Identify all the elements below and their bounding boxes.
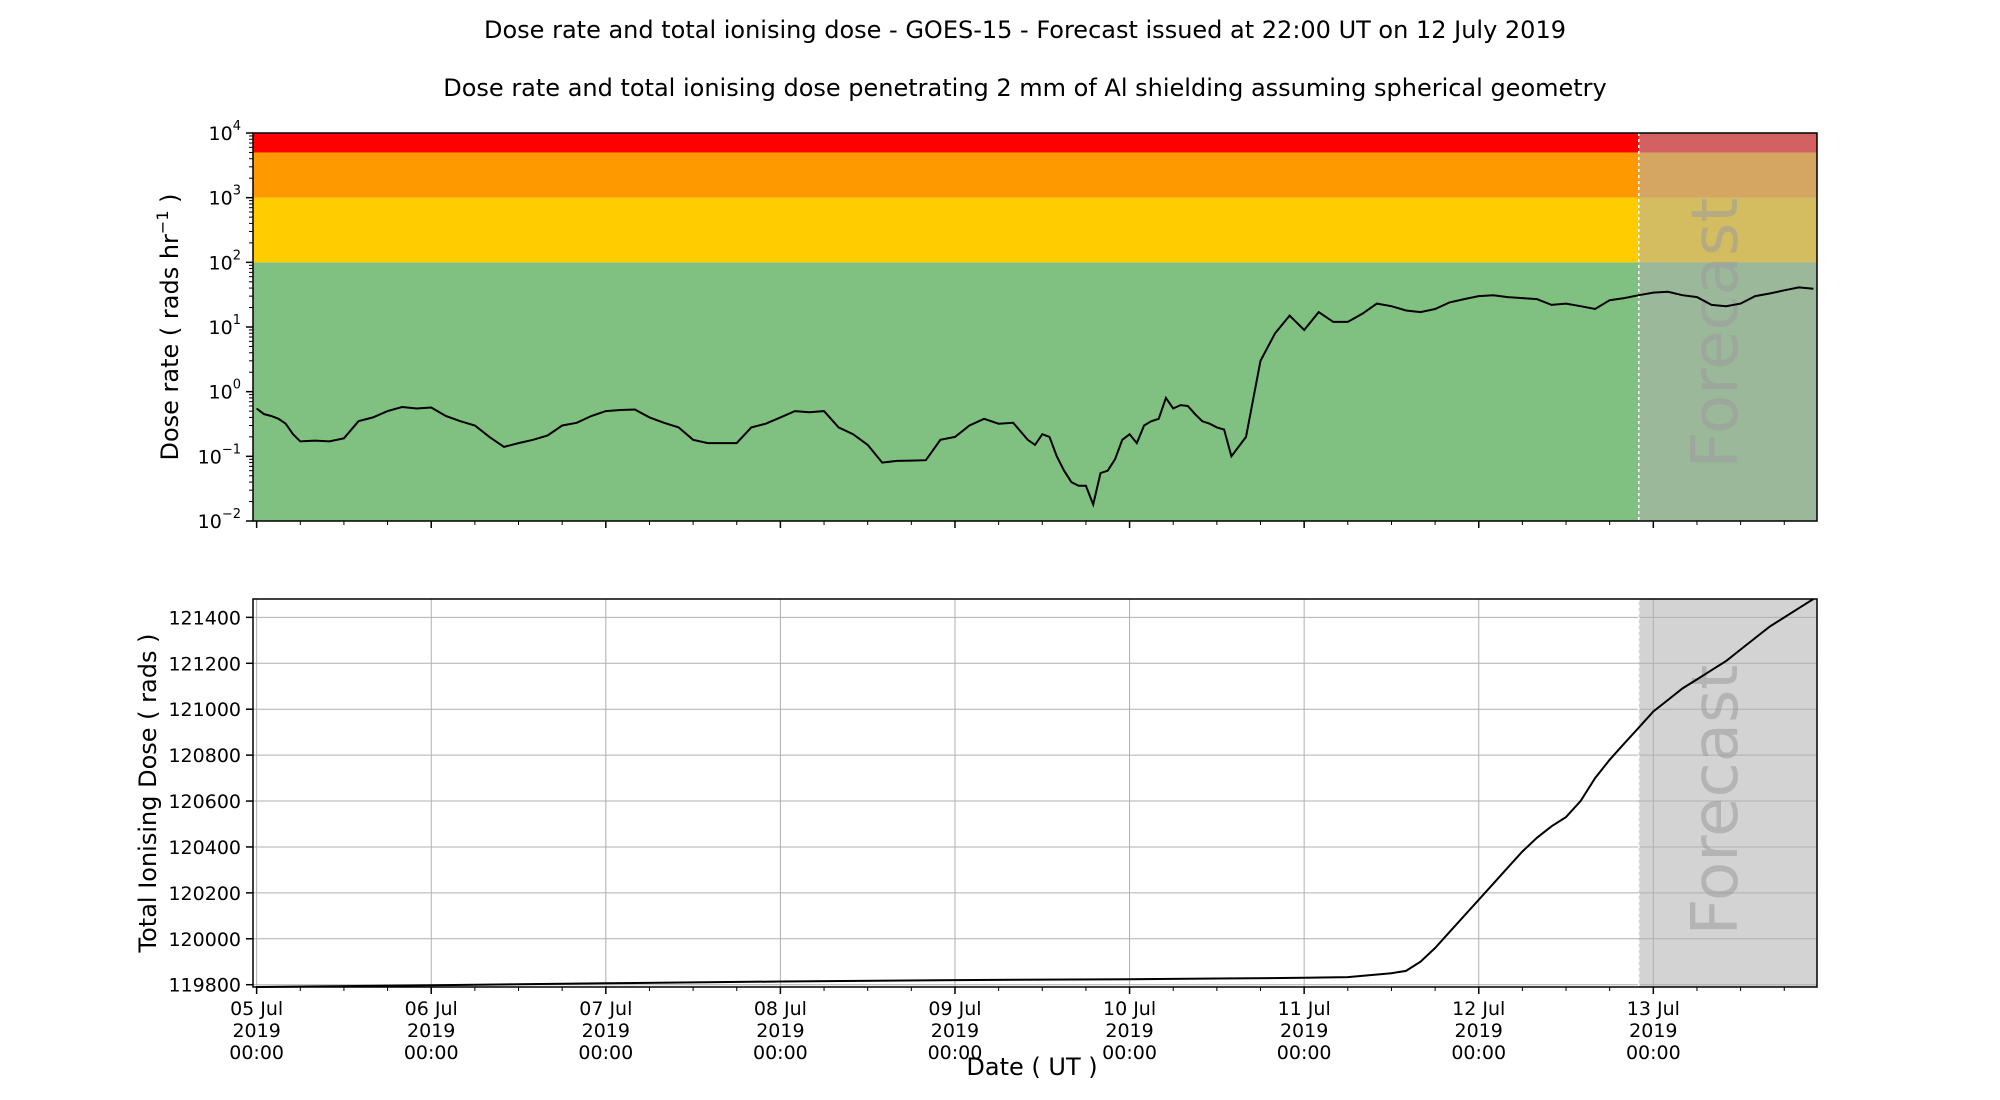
- dose-rate-band-1: [253, 197, 1817, 263]
- total-dose-forecast-label: Forecast: [1679, 665, 1753, 936]
- dose-rate-x-ticks: [255, 521, 1785, 528]
- dose-rate-forecast-region: [1638, 133, 1817, 521]
- dose-rate-y-tick-label-3: 101: [209, 313, 241, 339]
- total-dose-y-tick-label-3: 120400: [168, 837, 241, 859]
- total-dose-x-ticks: 05 Jul 2019 00:00 06 Jul 2019 00:00 07 Jul 2019…: [229, 987, 1785, 1064]
- dose-rate-panel: Forecast 10−2 10−1 100 101 102 103 104 Dose ra…: [153, 119, 1818, 533]
- total-dose-y-tick-label-2: 120200: [168, 883, 241, 905]
- dose-rate-y-tick-label-0: 10−2: [198, 507, 241, 533]
- dose-rate-y-tick-label-2: 100: [209, 378, 241, 404]
- total-dose-axes-frame: [252, 598, 1818, 988]
- dose-rate-series-line: [255, 286, 1814, 508]
- figure-title: Dose rate and total ionising dose - GOES…: [484, 16, 1566, 44]
- x-tick-label-6: 11 Jul 2019 00:00: [1277, 998, 1332, 1064]
- dose-rate-forecast-label: Forecast: [1679, 198, 1753, 469]
- total-dose-y-tick-label-7: 121200: [168, 653, 241, 675]
- x-tick-label-0: 05 Jul 2019 00:00: [229, 998, 284, 1064]
- total-dose-grid: [253, 599, 1817, 987]
- x-tick-label-4: 09 Jul 2019 00:00: [928, 998, 983, 1064]
- dose-rate-band-3: [253, 133, 1817, 153]
- dose-rate-axes-frame: [252, 132, 1818, 522]
- total-dose-y-tick-label-0: 119800: [168, 975, 241, 997]
- x-axis-label: Date ( UT ): [966, 1053, 1097, 1081]
- dose-rate-y-tick-label-1: 10−1: [198, 442, 241, 468]
- total-dose-y-axis-label: Total Ionising Dose ( rads ): [134, 634, 162, 954]
- x-tick-label-1: 06 Jul 2019 00:00: [404, 998, 459, 1064]
- x-tick-label-3: 08 Jul 2019 00:00: [753, 998, 808, 1064]
- dose-rate-y-tick-label-6: 104: [209, 119, 241, 145]
- total-dose-y-ticks: 119800 120000 120200 120400 120600 120800 1210…: [168, 607, 253, 997]
- total-dose-y-tick-label-8: 121400: [168, 607, 241, 629]
- total-dose-y-tick-label-5: 120800: [168, 745, 241, 767]
- total-dose-y-tick-label-1: 120000: [168, 929, 241, 951]
- dose-rate-y-axis-label: Dose rate ( rads hr−1 ): [153, 193, 184, 460]
- dose-rate-y-tick-label-4: 102: [209, 248, 241, 274]
- dose-rate-band-0: [253, 262, 1817, 521]
- total-dose-series-line: [256, 598, 1814, 988]
- dose-rate-bands: [253, 133, 1817, 521]
- dose-rate-y-ticks: 10−2 10−1 100 101 102 103 104: [198, 119, 253, 533]
- x-tick-label-8: 13 Jul 2019 00:00: [1626, 998, 1681, 1064]
- dose-rate-band-2: [253, 152, 1817, 198]
- x-tick-label-5: 10 Jul 2019 00:00: [1102, 998, 1157, 1064]
- dose-rate-y-tick-label-5: 103: [209, 184, 241, 210]
- total-dose-y-tick-label-6: 121000: [168, 699, 241, 721]
- figure-subtitle: Dose rate and total ionising dose penetr…: [443, 74, 1607, 102]
- x-tick-label-7: 12 Jul 2019 00:00: [1451, 998, 1506, 1064]
- total-dose-y-tick-label-4: 120600: [168, 791, 241, 813]
- x-tick-label-2: 07 Jul 2019 00:00: [578, 998, 633, 1064]
